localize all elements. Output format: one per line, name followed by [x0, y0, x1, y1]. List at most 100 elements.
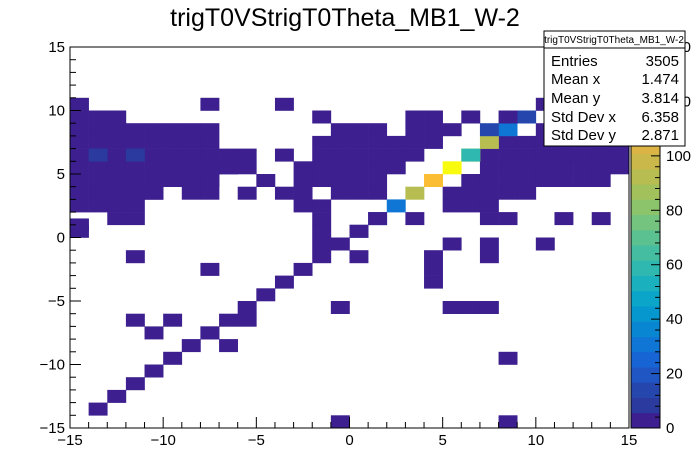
heatmap-cell [237, 148, 257, 162]
heatmap-cell [405, 186, 425, 200]
stat-value-std-dev-x: 6.358 [641, 109, 679, 126]
heatmap-cell [181, 135, 201, 149]
stat-label-entries: Entries [551, 53, 598, 70]
heatmap-cell [181, 186, 201, 200]
heatmap-cell [591, 148, 611, 162]
heatmap-cell [554, 212, 574, 226]
heatmap-cell [386, 199, 406, 213]
heatmap-cell [163, 174, 183, 187]
heatmap-cell [163, 351, 183, 365]
heatmap-cell [312, 135, 332, 149]
heatmap-cell [163, 161, 183, 175]
heatmap-cell [368, 148, 388, 162]
heatmap-cell [88, 186, 108, 200]
heatmap-cell [573, 174, 593, 187]
heatmap-cell [70, 97, 89, 111]
heatmap-cell [591, 212, 611, 226]
stat-label-std-dev-y: Std Dev y [551, 127, 617, 144]
x-axis: −15 −10 −5 0 5 10 15 [57, 417, 637, 449]
heatmap-cell [554, 148, 574, 162]
heatmap-cell [368, 186, 388, 200]
heatmap-cell [70, 186, 89, 200]
heatmap-cell [573, 161, 593, 175]
stat-value-mean-x: 1.474 [641, 71, 679, 88]
heatmap-cell [535, 161, 555, 175]
heatmap-cell [312, 237, 332, 251]
color-scale-swatch [631, 153, 660, 170]
heatmap-cell [144, 364, 164, 378]
statistics-box: trigT0VStrigT0Theta_MB1_W-2 Entries 3505… [543, 30, 686, 147]
stat-value-entries: 3505 [646, 53, 679, 70]
heatmap-cell [424, 275, 443, 289]
color-scale-swatch [631, 229, 660, 246]
heatmap-cell [610, 161, 630, 175]
heatmap-cell [479, 148, 499, 162]
heatmap-cell [349, 148, 369, 162]
heatmap-cell [163, 148, 183, 162]
heatmap-cell [200, 148, 220, 162]
heatmap-cell [405, 135, 425, 149]
heatmap-cell [330, 161, 350, 175]
heatmap-cell [368, 212, 388, 226]
stat-label-std-dev-x: Std Dev x [551, 109, 617, 126]
heatmap-cell [312, 250, 332, 264]
color-scale-swatch [631, 412, 660, 429]
y-tick-label: −15 [40, 420, 65, 437]
heatmap-cell [70, 218, 89, 232]
heatmap-cell [479, 250, 499, 264]
heatmap-cell [479, 123, 499, 137]
heatmap-cell [349, 186, 369, 200]
heatmap-cell [442, 301, 462, 314]
heatmap-cell [479, 237, 499, 251]
heatmap-cell [125, 313, 145, 327]
heatmap-cell [517, 186, 537, 200]
heatmap-cell [237, 301, 257, 314]
heatmap-cell [498, 161, 518, 175]
y-tick-label: 5 [57, 166, 65, 183]
heatmap-cell [330, 186, 350, 200]
heatmap-cell [386, 148, 406, 162]
heatmap-cell [442, 237, 462, 251]
heatmap-cell [517, 161, 537, 175]
color-scale-swatch [631, 367, 660, 383]
heatmap-cell [442, 199, 462, 213]
heatmap-cell [349, 224, 369, 238]
heatmap-cell [163, 313, 183, 327]
heatmap-cell [479, 199, 499, 213]
heatmap-cell [424, 123, 443, 137]
heatmap-cell [461, 110, 481, 124]
heatmap-cell [181, 123, 201, 137]
heatmap-cell [461, 148, 481, 162]
heatmap-cell [237, 161, 257, 175]
heatmap-cell [312, 174, 332, 187]
heatmap-cell [125, 174, 145, 187]
heatmap-cell [107, 123, 127, 137]
heatmap-cell [70, 123, 89, 137]
heatmap-cell [554, 174, 574, 187]
y-axis: −15 −10 −5 0 5 10 15 [40, 39, 81, 437]
heatmap-cell [88, 148, 108, 162]
heatmap-cell [312, 199, 332, 213]
heatmap-cell [517, 174, 537, 187]
heatmap-cell [274, 97, 294, 111]
heatmap-cell [219, 313, 238, 327]
heatmap-cell [70, 135, 89, 149]
statistics-box-frame [543, 30, 686, 147]
heatmap-cell [219, 339, 238, 353]
heatmap-cell [498, 415, 518, 429]
heatmap-cell [442, 161, 462, 175]
heatmap-cell [330, 123, 350, 137]
heatmap-cell [237, 186, 257, 200]
chart-title: trigT0VStrigT0Theta_MB1_W-2 [170, 4, 520, 32]
heatmap-cell [368, 174, 388, 187]
heatmap-cell [237, 313, 257, 327]
y-tick-label: 15 [48, 39, 65, 56]
heatmap-cell [591, 174, 611, 187]
heatmap-cell [88, 402, 108, 416]
color-scale-swatch [631, 290, 660, 307]
heatmap-cell [573, 148, 593, 162]
heatmap-cell [144, 326, 164, 340]
color-scale-swatch [631, 275, 660, 292]
heatmap-cell [368, 161, 388, 175]
heatmap-cell [88, 161, 108, 175]
